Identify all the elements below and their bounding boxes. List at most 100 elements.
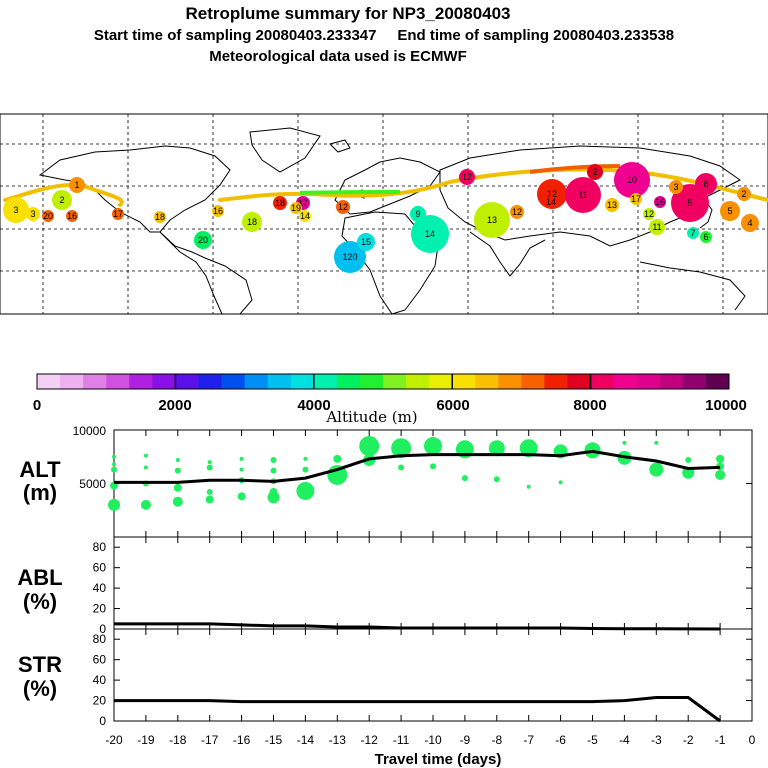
colorbar-cell xyxy=(682,374,707,389)
map-cluster-circle xyxy=(643,208,655,220)
map-cluster-label: 3 xyxy=(13,205,18,215)
colorbar-cell xyxy=(60,374,84,389)
colorbar-cell xyxy=(290,374,315,389)
x-tick-label: -3 xyxy=(651,733,662,747)
abl-tick-label: 40 xyxy=(93,581,107,595)
colorbar-cell xyxy=(544,374,569,389)
map-cluster-circle xyxy=(299,210,311,222)
map-cluster-circle xyxy=(671,184,709,222)
x-tick-label: -1 xyxy=(715,733,726,747)
alt-cluster-point xyxy=(173,483,182,492)
alt-cluster-point xyxy=(172,496,183,507)
abl-panel-unit: (%) xyxy=(23,589,57,614)
abl-panel-label: ABL xyxy=(17,565,62,590)
colorbar-cell xyxy=(244,374,269,389)
map-cluster-label: 13 xyxy=(487,215,497,225)
colorbar-title: Altitude (m) xyxy=(325,408,417,426)
map-cluster-circle xyxy=(334,241,366,273)
alt-tick-10000: 10000 xyxy=(73,424,107,438)
colorbar-cell xyxy=(175,374,199,389)
map-cluster-circle xyxy=(3,197,29,223)
map-cluster-label: 19 xyxy=(291,203,301,213)
map-cluster-label: 11 xyxy=(652,222,661,232)
map-cluster-circle xyxy=(565,177,601,213)
x-tick-label: -14 xyxy=(297,733,315,747)
map-cluster-label: 14 xyxy=(300,211,310,221)
colorbar-cell xyxy=(37,374,61,389)
alt-cluster-point xyxy=(303,456,308,461)
map-cluster-circle xyxy=(630,193,642,205)
trajectory-track-east xyxy=(529,164,621,174)
x-tick-label: -12 xyxy=(361,733,379,747)
alt-cluster-point xyxy=(654,440,659,445)
map-cluster-label: 16 xyxy=(67,211,77,221)
colorbar-cell xyxy=(336,374,361,389)
map-cluster-circle xyxy=(411,215,449,253)
alt-cluster-point xyxy=(143,453,148,458)
alt-cluster-point xyxy=(112,462,116,467)
colorbar-cell xyxy=(406,374,430,389)
map-cluster-circle xyxy=(194,231,212,249)
map-cluster-circle xyxy=(459,169,475,185)
alt-cluster-point xyxy=(526,484,531,489)
x-tick-label: -2 xyxy=(683,733,694,747)
map-cluster-circle xyxy=(510,205,524,219)
map-cluster-label: 12 xyxy=(462,172,472,182)
str-panel-unit: (%) xyxy=(23,676,57,701)
x-tick-label: -15 xyxy=(265,733,283,747)
alt-cluster-point xyxy=(296,481,315,500)
map-graticule xyxy=(0,114,768,314)
alt-cluster-point xyxy=(239,467,244,472)
map-cluster-label: 7 xyxy=(690,228,695,238)
map-cluster-circle xyxy=(52,190,72,210)
alt-cluster-point xyxy=(715,469,726,480)
alt-cluster-point xyxy=(424,437,442,456)
alt-cluster-point xyxy=(206,489,213,496)
colorbar-cell xyxy=(498,374,522,389)
alt-mean-line xyxy=(114,449,721,484)
alt-panel: ALT (m) 10000 5000 xyxy=(19,424,753,538)
alt-cluster-point xyxy=(205,495,214,504)
x-tick-label: -10 xyxy=(424,733,442,747)
map-cluster-label: 14 xyxy=(425,229,435,239)
colorbar-cell xyxy=(590,374,615,389)
met-data-line: Meteorological data used is ECMWF xyxy=(209,48,467,65)
map-frame xyxy=(0,113,768,315)
trajectory-track-mid xyxy=(299,190,401,195)
colorbar-cell xyxy=(221,374,246,389)
str-tick-label: 40 xyxy=(93,673,107,687)
colorbar-cell xyxy=(198,374,223,389)
map-cluster-circle xyxy=(737,187,751,201)
alt-cluster-point xyxy=(175,457,180,462)
map-cluster-label: 5 xyxy=(727,206,732,216)
alt-cluster-point xyxy=(143,465,148,470)
map-cluster-label: 18 xyxy=(275,198,285,208)
colorbar-tick-10000: 10000 xyxy=(705,397,747,414)
map-cluster-circle xyxy=(336,200,350,214)
map-cluster-label: 12 xyxy=(512,207,522,217)
map-cluster-circle xyxy=(154,211,166,223)
map-cluster-label: 12 xyxy=(644,209,654,219)
colorbar-cell xyxy=(129,374,153,389)
map-cluster-circle xyxy=(687,227,699,239)
alt-cluster-point xyxy=(519,439,538,458)
abl-tick-label: 20 xyxy=(93,602,107,616)
alt-cluster-point xyxy=(493,476,500,483)
colorbar-tick-6000: 6000 xyxy=(436,397,469,414)
x-tick-label: -11 xyxy=(393,733,410,747)
alt-cluster-point xyxy=(302,466,309,473)
alt-cluster-point xyxy=(108,498,120,511)
abl-tick-label: 60 xyxy=(93,561,107,575)
map-cluster-label: 17 xyxy=(631,194,641,204)
map-cluster-label: 3 xyxy=(30,209,35,219)
x-axis-label: Travel time (days) xyxy=(375,751,502,768)
map-cluster-circle xyxy=(741,214,759,232)
map-cluster-label: 11 xyxy=(578,190,587,200)
x-tick-label: -19 xyxy=(137,733,155,747)
alt-cluster-point xyxy=(398,464,405,471)
alt-cluster-point xyxy=(207,460,212,465)
alt-cluster-point xyxy=(461,475,468,482)
alt-panel-label: ALT xyxy=(19,457,61,482)
